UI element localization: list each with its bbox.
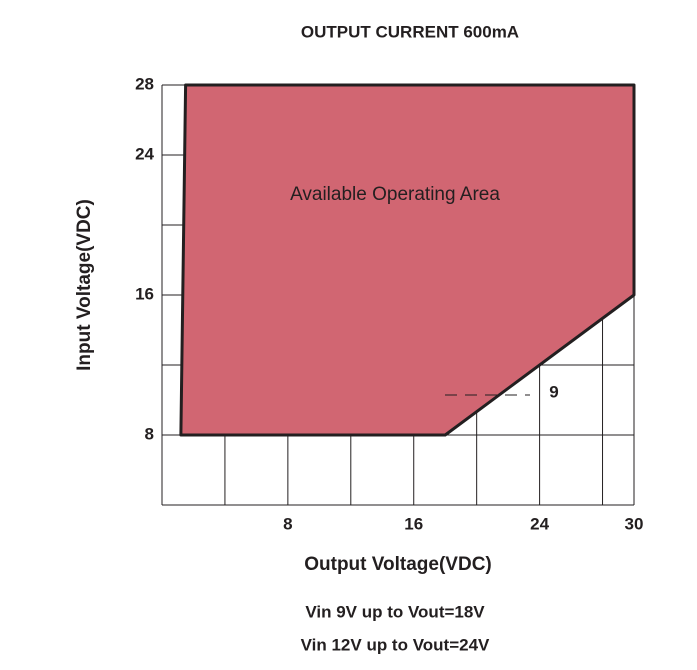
area-label: Available Operating Area [290,184,500,205]
note: Vin 9V up to Vout=18V [305,602,485,621]
x-tick-label: 30 [625,514,644,533]
chart-title: OUTPUT CURRENT 600mA [301,22,519,41]
operating-area [179,83,636,437]
annotation: 9 [549,382,558,401]
y-axis-label: Input Voltage(VDC) [74,199,95,371]
y-tick-label: 24 [135,144,154,163]
x-tick-label: 16 [404,514,423,533]
note: Vin 12V up to Vout=24V [301,635,490,654]
x-axis-label: Output Voltage(VDC) [304,554,492,575]
x-tick-label: 24 [530,514,549,533]
x-tick-label: 8 [283,514,292,533]
y-tick-label: 8 [145,424,154,443]
y-tick-label: 28 [135,74,154,93]
y-tick-label: 16 [135,284,154,303]
